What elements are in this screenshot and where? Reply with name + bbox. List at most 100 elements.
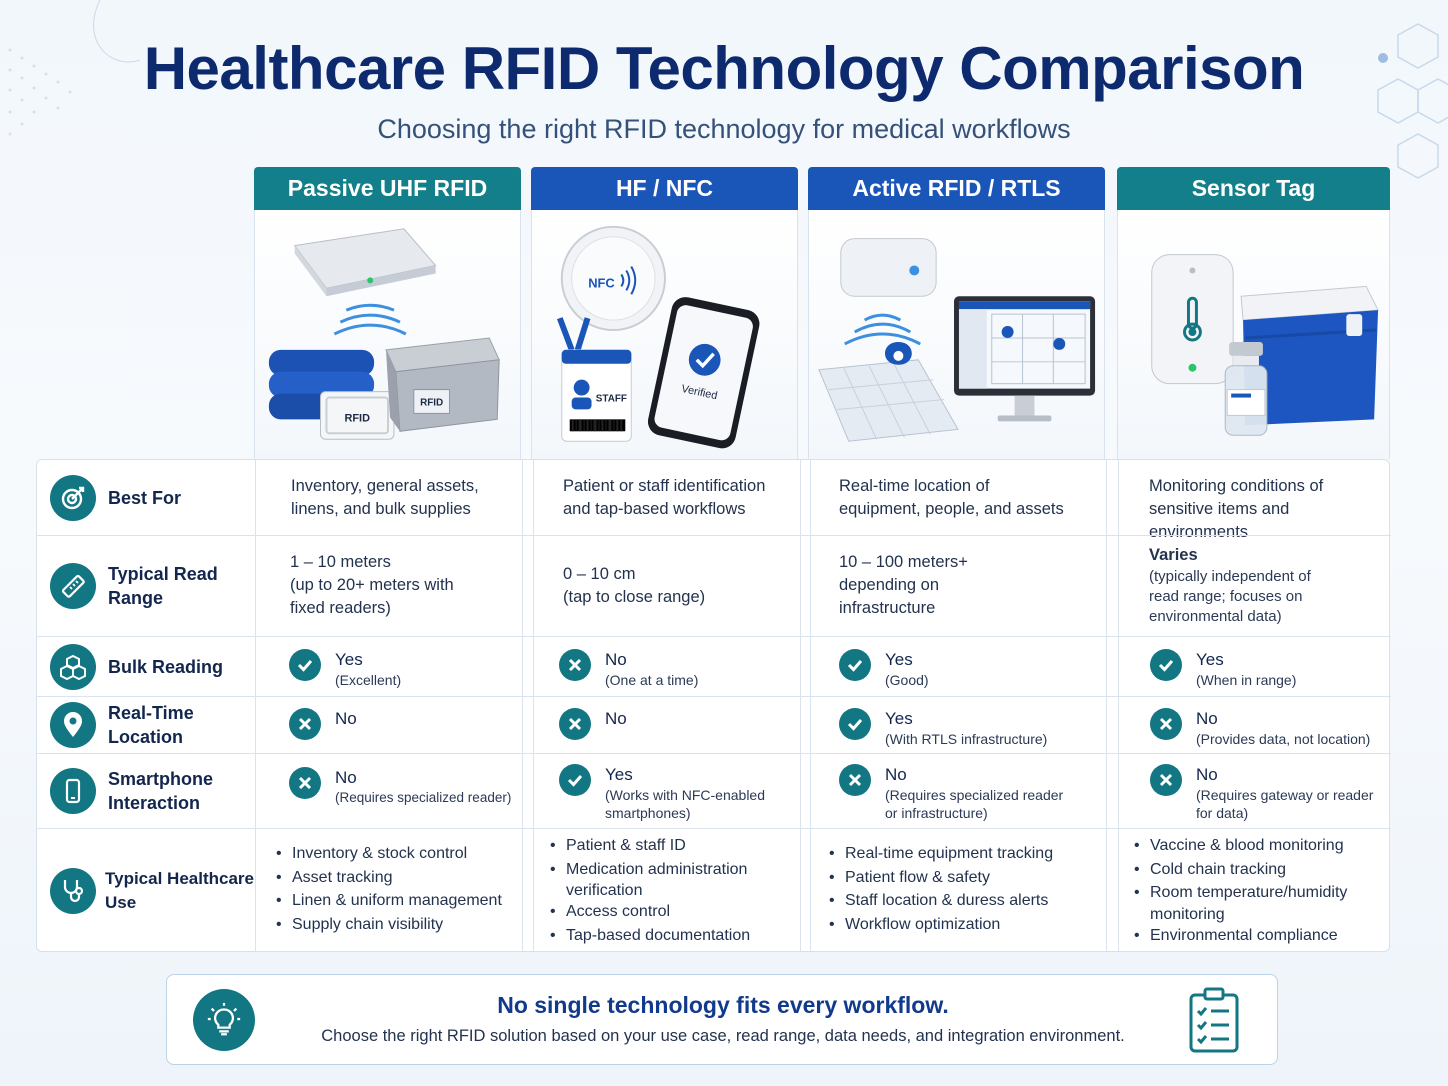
target-icon — [50, 474, 96, 521]
page-subtitle: Choosing the right RFID technology for m… — [377, 114, 1071, 144]
hf-nfc-illustration: NFC STAFF Verified — [531, 210, 798, 459]
active-rtls-illustration — [808, 210, 1105, 459]
cross-icon — [839, 764, 871, 796]
list-item: Asset tracking — [276, 866, 502, 890]
location-active-rtls: Yes (With RTLS infrastructure) — [839, 708, 1047, 748]
use-list-sensor-tag: Vaccine & blood monitoring Cold chain tr… — [1134, 834, 1347, 947]
signal-waves-icon — [844, 313, 921, 346]
sensor-tag-illustration — [1117, 210, 1390, 459]
use-list-passive-uhf: Inventory & stock control Asset tracking… — [276, 842, 502, 936]
check-icon — [839, 649, 871, 681]
active-tag-icon — [840, 238, 937, 297]
smartphone-sensor-tag: No (Requires gateway or reader for data) — [1150, 764, 1373, 822]
cross-icon — [1150, 708, 1182, 740]
comparison-table: Best For Inventory, general assets, linen… — [36, 459, 1391, 952]
read-range-passive-uhf: 1 – 10 meters (up to 20+ meters with fix… — [290, 553, 454, 617]
best-for-passive-uhf: Inventory, general assets, linens, and bu… — [291, 477, 479, 518]
list-item: Tap-based documentation — [550, 924, 750, 948]
column-divider — [810, 460, 811, 951]
passive-uhf-illustration: RFID RFID — [254, 210, 521, 459]
bulk-reading-sensor-tag: Yes (When in range) — [1150, 649, 1296, 689]
check-icon — [839, 708, 871, 740]
list-item: Cold chain tracking — [1134, 858, 1347, 882]
staff-badge-icon: STAFF — [557, 317, 632, 442]
column-header-sensor-tag: Sensor Tag — [1117, 167, 1390, 210]
location-hf-nfc: No — [559, 708, 627, 740]
list-item: Inventory & stock control — [276, 842, 502, 866]
best-for-active-rtls: Real-time location of equipment, people, … — [839, 477, 1064, 518]
cooler-box-icon — [1240, 285, 1379, 426]
bulk-reading-passive-uhf: Yes (Excellent) — [289, 649, 401, 689]
list-item: verification — [566, 882, 643, 899]
column-divider — [1118, 460, 1119, 951]
list-item: Linen & uniform management — [276, 889, 502, 913]
best-for-hf-nfc: Patient or staff identification and tap-b… — [563, 477, 766, 518]
location-passive-uhf: No — [289, 708, 357, 740]
row-label: Typical Read Range — [37, 536, 255, 636]
summary-callout: No single technology fits every workflow… — [166, 974, 1278, 1065]
nfc-tag-icon: NFC — [560, 225, 666, 332]
smartphone-active-rtls: No (Requires specialized reader or infrast… — [839, 764, 1063, 822]
list-item: Environmental compliance — [1134, 924, 1347, 948]
clipboard-checklist-icon — [1189, 987, 1239, 1053]
floor-map-icon — [818, 359, 959, 442]
check-icon — [559, 764, 591, 796]
column-header-active-rtls: Active RFID / RTLS — [808, 167, 1105, 210]
stethoscope-icon — [50, 867, 96, 914]
use-list-active-rtls: Real-time equipment tracking Patient flo… — [829, 842, 1053, 936]
check-icon — [1150, 649, 1182, 681]
callout-title: No single technology fits every workflow… — [497, 992, 949, 1018]
callout-body: Choose the right RFID solution based on … — [321, 1027, 1125, 1045]
list-item: Medication administration — [550, 858, 750, 882]
smartphone-icon — [50, 768, 96, 814]
row-label-text: Best For — [108, 487, 182, 508]
monitor-dashboard-icon — [954, 296, 1096, 422]
ruler-icon — [50, 563, 96, 609]
read-range-active-rtls: 10 – 100 meters+ depending on infrastruc… — [839, 553, 968, 617]
row-smartphone-interaction: Smartphone Interaction No (Requires specia… — [37, 753, 1391, 828]
smartphone-verified-icon: Verified — [647, 297, 760, 449]
use-list-hf-nfc: Patient & staff ID Medication administra… — [550, 834, 750, 947]
row-label: Typical Healthcare Use — [37, 829, 255, 952]
smartphone-hf-nfc: Yes (Works with NFC-enabled smartphones) — [559, 764, 765, 822]
lightbulb-icon — [193, 989, 255, 1051]
list-item: Real-time equipment tracking — [829, 842, 1053, 866]
read-range-sensor-tag: Varies (typically independent of read ra… — [1149, 546, 1311, 625]
boxes-icon — [50, 643, 96, 690]
ceiling-reader-icon — [293, 228, 437, 336]
list-item: monitoring — [1150, 905, 1225, 923]
vaccine-vial-icon — [1224, 341, 1268, 436]
row-label: Real-Time Location — [37, 697, 255, 753]
decorative-wave-pattern — [8, 0, 141, 136]
column-divider — [255, 460, 256, 951]
bulk-reading-hf-nfc: No (One at a time) — [559, 649, 698, 689]
column-divider — [800, 460, 801, 951]
svg-text:NFC: NFC — [588, 275, 615, 290]
rfid-tag-icon: RFID — [320, 391, 395, 440]
cross-icon — [289, 708, 321, 740]
column-divider — [522, 460, 523, 951]
check-icon — [289, 649, 321, 681]
row-healthcare-use: Typical Healthcare Use Inventory & stock… — [37, 828, 1391, 952]
list-item: Workflow optimization — [829, 913, 1053, 937]
row-best-for: Best For Inventory, general assets, linen… — [37, 460, 1391, 541]
row-bulk-reading: Bulk Reading Yes (Excellent) No (One at a … — [37, 636, 1391, 696]
location-pin-icon — [50, 702, 96, 748]
cross-icon — [559, 708, 591, 740]
svg-text:RFID: RFID — [420, 397, 443, 408]
temperature-sensor-icon — [1151, 254, 1234, 385]
row-real-time-location: Real-Time Location No No Yes (With RTLS i… — [37, 696, 1391, 753]
row-read-range: Typical Read Range 1 – 10 meters (up to … — [37, 535, 1391, 636]
list-item: Staff location & duress alerts — [829, 889, 1053, 913]
column-header-passive-uhf: Passive UHF RFID — [254, 167, 521, 210]
row-label-text: Real-Time Location — [108, 703, 194, 747]
list-item: Patient flow & safety — [829, 866, 1053, 890]
read-range-hf-nfc: 0 – 10 cm (tap to close range) — [563, 565, 706, 606]
cross-icon — [289, 767, 321, 799]
column-header-hf-nfc: HF / NFC — [531, 167, 798, 210]
column-divider — [533, 460, 534, 951]
list-item: Supply chain visibility — [276, 913, 502, 937]
svg-text:RFID: RFID — [345, 412, 371, 424]
column-divider — [1106, 460, 1107, 951]
cross-icon — [1150, 764, 1182, 796]
